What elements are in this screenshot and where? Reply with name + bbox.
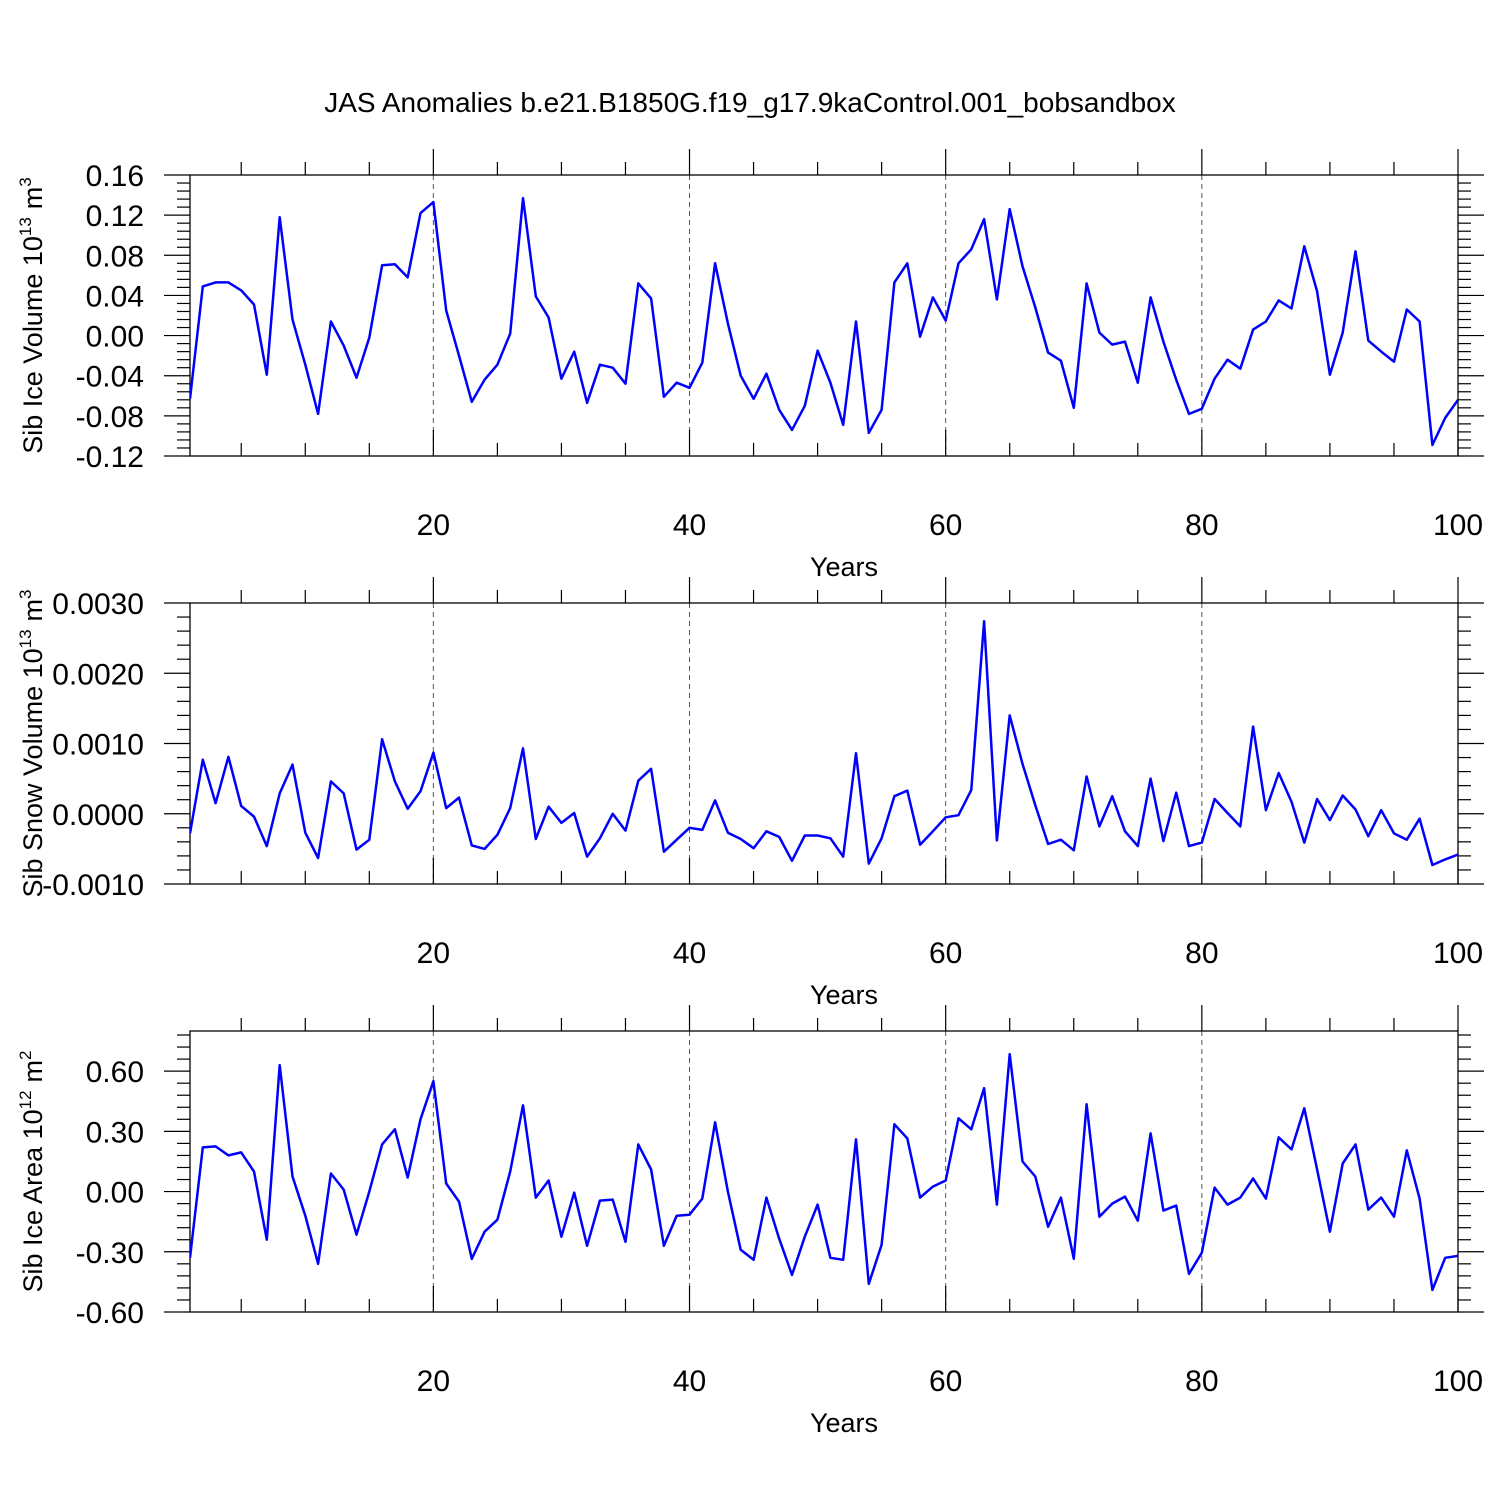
series-line — [190, 1052, 1458, 1292]
panel-3: 20 40 60 80 100 -0.60 -0.30 0.00 0.30 0.60 Years Si… — [16, 1005, 1484, 1438]
y-tick-label: -0.30 — [76, 1237, 144, 1270]
y-axis-title-ylabel-sup: 13 — [16, 217, 35, 236]
y-tick-label: -0.60 — [76, 1297, 144, 1330]
series-line — [190, 620, 1458, 867]
x-axis-title: Years — [810, 1408, 878, 1438]
chart-title: JAS Anomalies b.e21.B1850G.f19_g17.9kaCo… — [324, 87, 1176, 118]
x-tick-label: 60 — [929, 1365, 962, 1398]
y-tick-label: 0.00 — [86, 321, 144, 354]
y-tick-label: -0.04 — [76, 361, 144, 394]
panel-2: 20 40 60 80 100 -0.0010 0.0000 0.0010 0.0020 0.00… — [16, 577, 1484, 1010]
y-axis-title-ylabel-unit-sup: 3 — [16, 177, 35, 186]
y-axis-title-ylabel-unit: m — [18, 1060, 48, 1083]
y-axis-title-ylabel-unit-sup: 3 — [16, 589, 35, 598]
y-axis-title-ylabel: Sib Ice Volume 10 — [18, 236, 48, 454]
plot-frame — [189, 1030, 1459, 1313]
x-axis-title: Years — [810, 980, 878, 1010]
x-tick-label: 40 — [673, 1365, 706, 1398]
y-tick-label: 0.04 — [86, 280, 144, 313]
x-axis-title: Years — [810, 552, 878, 582]
y-axis-title-ylabel-unit: m — [18, 599, 48, 622]
x-tick-label: 60 — [929, 937, 962, 970]
y-axis-title-ylabel: Sib Ice Area 10 — [18, 1109, 48, 1292]
y-tick-label: -0.08 — [76, 401, 144, 434]
x-tick-label: 80 — [1185, 509, 1218, 542]
plot-frame — [189, 174, 1459, 457]
x-tick-label: 80 — [1185, 937, 1218, 970]
y-axis-title: Sib Ice Area 1012 m2 — [16, 1050, 48, 1292]
y-tick-label: 0.12 — [86, 200, 144, 233]
x-tick-label: 80 — [1185, 1365, 1218, 1398]
x-tick-label: 20 — [417, 509, 450, 542]
y-tick-label: 0.30 — [86, 1116, 144, 1149]
y-axis-title: Sib Ice Volume 1013 m3 — [16, 177, 48, 454]
panel-1: 20 40 60 80 100 -0.12 -0.08 -0.04 0.00 0.04 0.08 0.… — [16, 149, 1484, 582]
x-tick-label: 20 — [417, 937, 450, 970]
series-line — [190, 196, 1458, 447]
y-axis-title-ylabel: Sib Snow Volume 10 — [18, 648, 48, 897]
x-tick-label: 100 — [1433, 1365, 1483, 1398]
y-axis-title-ylabel-unit: m — [18, 187, 48, 210]
y-tick-label: -0.12 — [76, 441, 144, 474]
y-tick-label: 0.08 — [86, 240, 144, 273]
y-tick-label: 0.0000 — [52, 799, 144, 832]
x-tick-label: 40 — [673, 937, 706, 970]
chart-panels: 20 40 60 80 100 -0.12 -0.08 -0.04 0.00 0.04 0.08 0.… — [16, 149, 1484, 1438]
y-tick-label: 0.60 — [86, 1056, 144, 1089]
y-tick-label: -0.0010 — [42, 869, 144, 902]
x-tick-label: 60 — [929, 509, 962, 542]
y-axis-title-ylabel-unit-sup: 2 — [16, 1050, 35, 1059]
x-tick-label: 40 — [673, 509, 706, 542]
y-tick-label: 0.0020 — [52, 658, 144, 691]
y-axis-title: Sib Snow Volume 1013 m3 — [16, 589, 48, 897]
x-tick-label: 100 — [1433, 509, 1483, 542]
y-tick-label: 0.0030 — [52, 588, 144, 621]
y-axis-title-ylabel-sup: 12 — [16, 1090, 35, 1109]
y-tick-label: 0.00 — [86, 1177, 144, 1210]
y-tick-label: 0.16 — [86, 160, 144, 193]
y-axis-title-ylabel-sup: 13 — [16, 629, 35, 648]
y-tick-label: 0.0010 — [52, 729, 144, 762]
x-tick-label: 100 — [1433, 937, 1483, 970]
x-tick-label: 20 — [417, 1365, 450, 1398]
